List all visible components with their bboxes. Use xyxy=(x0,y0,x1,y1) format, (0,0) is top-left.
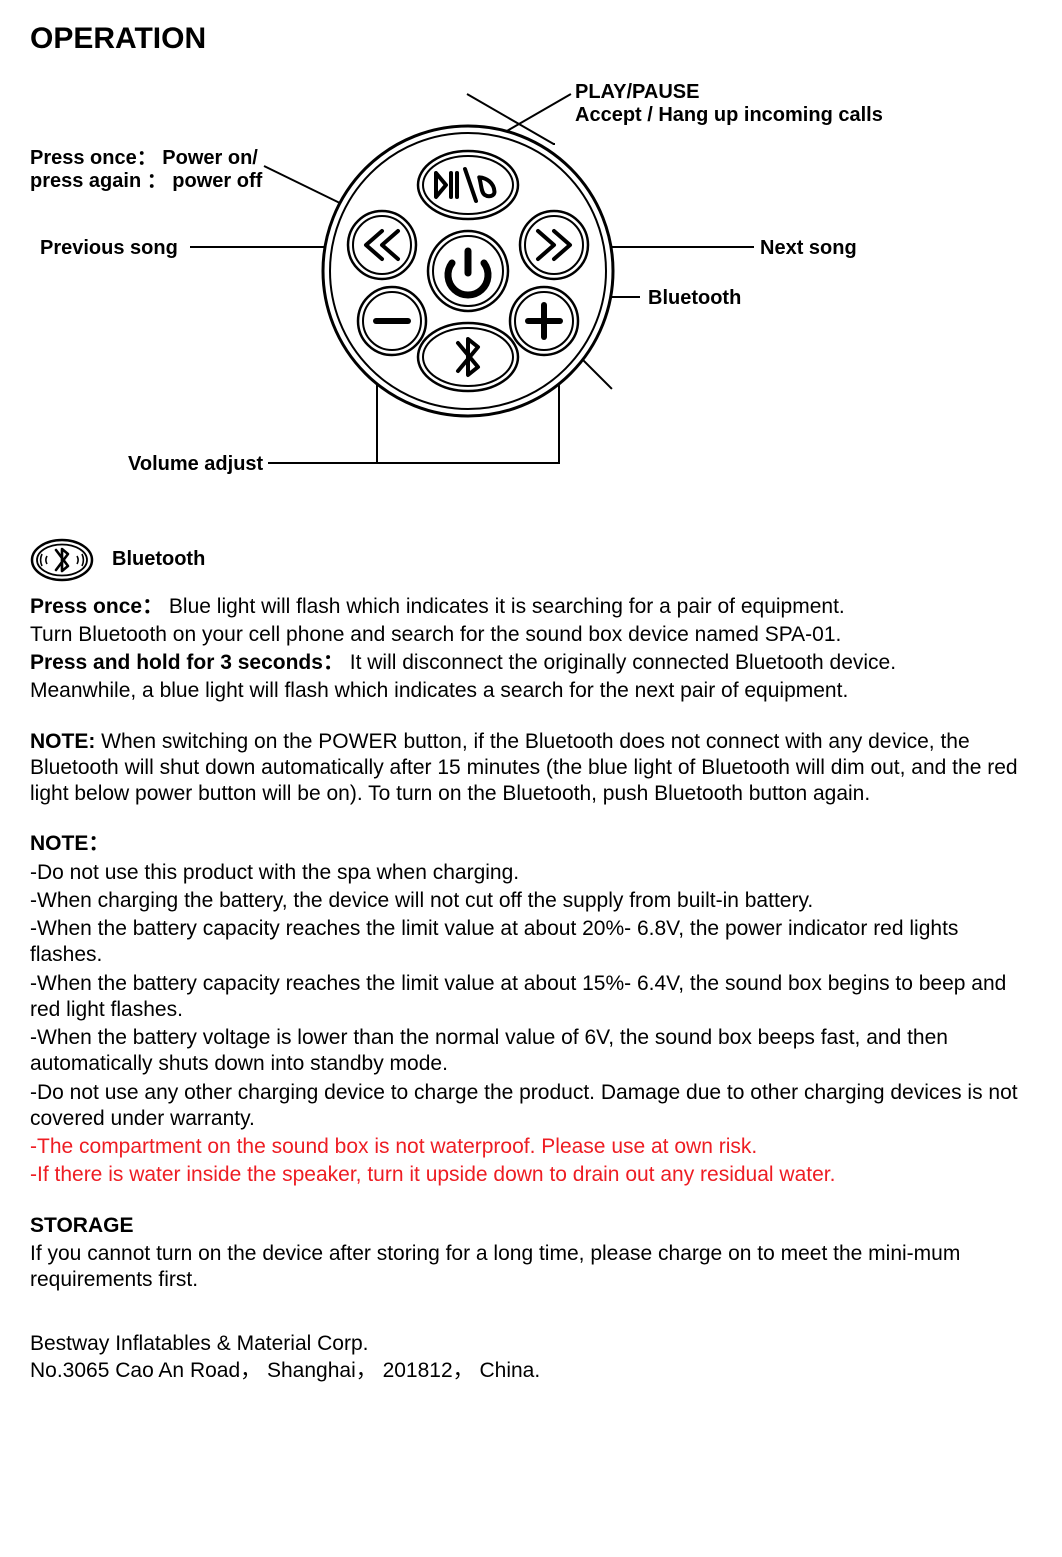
label-power-2: press again ： power off xyxy=(30,169,262,193)
p1d: Meanwhile, a blue light will flash which… xyxy=(30,678,1032,704)
label-power-1: Press once： Power on/ xyxy=(30,146,258,170)
note-item: -When the battery capacity reaches the l… xyxy=(30,971,1032,1024)
footer-line-1: Bestway Inflatables & Material Corp. xyxy=(30,1331,1032,1357)
body-text: Press once： Blue light will flash which … xyxy=(30,594,1032,1294)
p1c-rest: It will disconnect the originally connec… xyxy=(344,651,896,674)
label-bluetooth: Bluetooth xyxy=(648,286,741,310)
p4-body: If you cannot turn on the device after s… xyxy=(30,1241,1032,1294)
p3-head: NOTE： xyxy=(30,832,109,855)
p1c-bold: Press and hold for 3 seconds： xyxy=(30,651,344,674)
p1a-rest: Blue light will flash which indicates it… xyxy=(163,595,845,618)
label-next: Next song xyxy=(760,236,857,260)
footer: Bestway Inflatables & Material Corp. No.… xyxy=(30,1331,1032,1384)
label-play-pause-2: Accept / Hang up incoming calls xyxy=(575,103,883,127)
page-title: OPERATION xyxy=(30,20,1032,58)
diagram: PLAY/PAUSE Accept / Hang up incoming cal… xyxy=(30,78,1030,488)
bluetooth-section-label: Bluetooth xyxy=(112,547,205,572)
label-previous: Previous song xyxy=(40,236,178,260)
control-pad xyxy=(320,123,616,419)
note-item: -Do not use this product with the spa wh… xyxy=(30,860,1032,886)
note-item-warning: -If there is water inside the speaker, t… xyxy=(30,1162,1032,1188)
note-item: -When charging the battery, the device w… xyxy=(30,888,1032,914)
note-item: -When the battery voltage is lower than … xyxy=(30,1025,1032,1078)
note-item: -When the battery capacity reaches the l… xyxy=(30,916,1032,969)
note-item-warning: -The compartment on the sound box is not… xyxy=(30,1134,1032,1160)
note-item: -Do not use any other charging device to… xyxy=(30,1080,1032,1133)
p4-head: STORAGE xyxy=(30,1214,133,1237)
p2-bold: NOTE: xyxy=(30,730,95,753)
bluetooth-icon xyxy=(30,538,94,582)
p1b: Turn Bluetooth on your cell phone and se… xyxy=(30,622,1032,648)
label-play-pause-1: PLAY/PAUSE xyxy=(575,80,699,104)
p2-rest: When switching on the POWER button, if t… xyxy=(30,730,1018,806)
p1a-bold: Press once： xyxy=(30,595,163,618)
label-volume: Volume adjust xyxy=(128,452,263,476)
footer-line-2: No.3065 Cao An Road， Shanghai， 201812， C… xyxy=(30,1358,1032,1384)
bluetooth-section-header: Bluetooth xyxy=(30,538,1032,582)
